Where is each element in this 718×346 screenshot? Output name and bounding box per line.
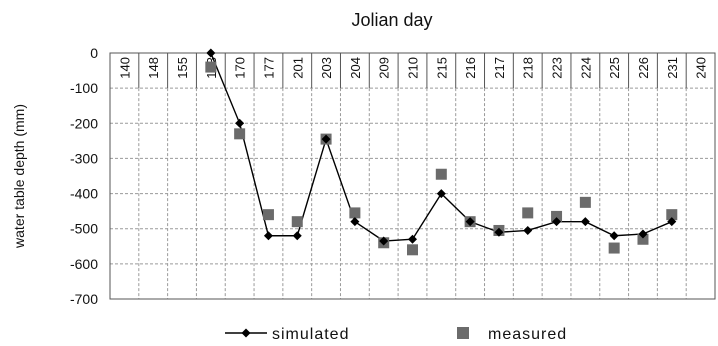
series-line-simulated	[211, 53, 672, 241]
x-axis-title: Jolian day	[351, 10, 432, 30]
x-tick-label: 155	[175, 57, 190, 79]
data-point-simulated	[350, 217, 359, 226]
data-point-measured	[349, 207, 360, 218]
data-point-simulated	[408, 235, 417, 244]
x-tick-label: 148	[146, 57, 161, 79]
y-tick-label: -300	[70, 150, 98, 166]
x-tick-label: 216	[463, 57, 478, 79]
legend-label-simulated: simulated	[272, 326, 349, 343]
x-tick-label: 204	[348, 57, 363, 79]
data-point-measured	[234, 128, 245, 139]
legend: simulated measured	[225, 326, 567, 343]
data-point-measured	[407, 244, 418, 255]
x-tick-label: 225	[607, 57, 622, 79]
data-point-simulated	[206, 49, 215, 58]
x-tick-label: 223	[550, 57, 565, 79]
x-tick-label: 170	[233, 57, 248, 79]
x-tick-label: 140	[117, 57, 132, 79]
y-tick-label: -400	[70, 186, 98, 202]
data-point-simulated	[581, 217, 590, 226]
x-tick-label: 218	[521, 57, 536, 79]
data-point-measured	[263, 209, 274, 220]
data-point-measured	[580, 197, 591, 208]
y-tick-label: 0	[90, 45, 98, 61]
x-tick-label: 231	[665, 57, 680, 79]
data-point-simulated	[610, 231, 619, 240]
data-point-measured	[436, 169, 447, 180]
legend-marker-measured	[457, 327, 469, 339]
y-tick-label: -100	[70, 80, 98, 96]
x-tick-label: 201	[290, 57, 305, 79]
data-point-simulated	[523, 226, 532, 235]
legend-marker-simulated	[242, 329, 251, 338]
data-point-measured	[522, 207, 533, 218]
data-point-simulated	[264, 231, 273, 240]
y-axis-ticks: 0 -100 -200 -300 -400 -500 -600 -700	[70, 45, 98, 307]
x-tick-label: 203	[319, 57, 334, 79]
grid	[110, 53, 715, 299]
legend-label-measured: measured	[488, 326, 567, 343]
y-tick-label: -600	[70, 256, 98, 272]
data-point-simulated	[235, 119, 244, 128]
x-tick-label: 224	[578, 57, 593, 79]
x-tick-label: 240	[694, 57, 709, 79]
data-point-simulated	[293, 231, 302, 240]
x-tick-label: 209	[377, 57, 392, 79]
x-tick-label: 177	[261, 57, 276, 79]
plot-frame	[110, 53, 715, 299]
data-point-measured	[205, 62, 216, 73]
data-point-measured	[292, 216, 303, 227]
x-tick-label: 215	[434, 57, 449, 79]
x-tick-label: 210	[406, 57, 421, 79]
y-axis-title: water table depth (mm)	[11, 104, 27, 249]
y-tick-label: -700	[70, 291, 98, 307]
x-tick-label: 217	[492, 57, 507, 79]
y-tick-label: -500	[70, 221, 98, 237]
y-tick-label: -200	[70, 115, 98, 131]
x-tick-label: 226	[636, 57, 651, 79]
data-point-measured	[609, 243, 620, 254]
